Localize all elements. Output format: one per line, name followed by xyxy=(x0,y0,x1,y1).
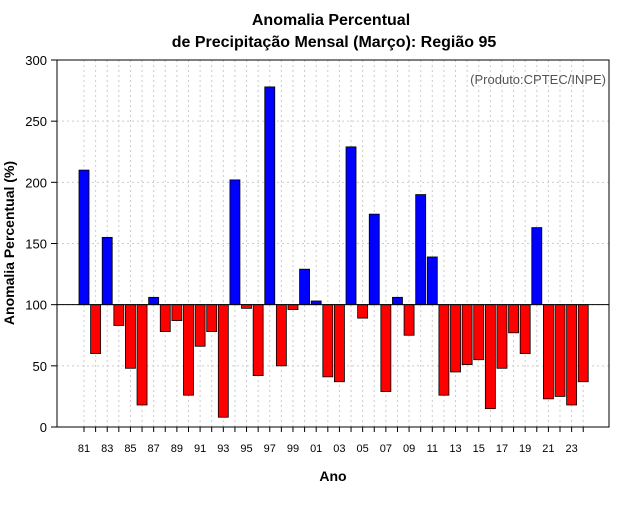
bar-10 xyxy=(415,194,427,306)
x-tick-label: 97 xyxy=(264,443,276,455)
bar-89 xyxy=(171,304,183,321)
bar-84 xyxy=(113,304,125,326)
bar-91 xyxy=(194,304,206,347)
bar-97 xyxy=(264,86,276,306)
bar-88 xyxy=(159,304,171,332)
x-tick-label: 05 xyxy=(357,443,369,455)
bar-95 xyxy=(241,304,252,309)
y-tick-label: 200 xyxy=(25,175,47,190)
bar-08 xyxy=(392,296,403,306)
x-tick-label: 91 xyxy=(194,443,206,455)
x-axis-label: Ano xyxy=(319,468,346,484)
bar-90 xyxy=(183,304,194,396)
bar-12 xyxy=(438,304,450,396)
bar-86 xyxy=(136,304,148,406)
bar-14 xyxy=(461,304,473,366)
bar-19 xyxy=(519,304,531,354)
source-annotation: (Produto:CPTEC/INPE) xyxy=(470,72,606,87)
bar-02 xyxy=(322,304,334,378)
bars xyxy=(78,86,589,418)
bar-98 xyxy=(275,304,287,367)
x-tick-label: 01 xyxy=(310,443,322,455)
bar-04 xyxy=(345,146,357,306)
x-tick-label: 15 xyxy=(473,443,485,455)
bar-22 xyxy=(554,304,566,397)
x-tick-label: 99 xyxy=(287,443,299,455)
x-tick-label: 85 xyxy=(124,443,136,455)
bar-85 xyxy=(125,304,136,369)
x-axis: 81 83 85 87 89 91 93 95 97 99 01 03 05 07 09 11 13 15 17 19… xyxy=(78,427,584,455)
bar-24 xyxy=(577,304,589,383)
chart-title-line2: de Precipitação Mensal (Março): Região 9… xyxy=(172,34,497,51)
bar-18 xyxy=(508,304,519,334)
bar-94 xyxy=(229,179,241,306)
chart-title-line1: Anomalia Percentual xyxy=(252,12,410,29)
x-tick-label: 03 xyxy=(333,443,345,455)
x-tick-label: 09 xyxy=(403,443,415,455)
x-tick-label: 89 xyxy=(171,443,183,455)
bar-01 xyxy=(310,300,322,306)
bar-03 xyxy=(334,304,345,383)
y-tick-label: 300 xyxy=(25,53,47,68)
bar-13 xyxy=(450,304,461,373)
bar-21 xyxy=(543,304,554,400)
x-tick-label: 17 xyxy=(496,443,508,455)
x-tick-label: 23 xyxy=(565,443,577,455)
x-tick-label: 21 xyxy=(542,443,554,455)
bar-87 xyxy=(148,296,160,306)
x-tick-label: 87 xyxy=(148,443,160,455)
bar-81 xyxy=(78,169,90,306)
bar-83 xyxy=(101,236,113,306)
x-tick-label: 95 xyxy=(240,443,252,455)
y-axis: 0 50 100 150 200 250 300 xyxy=(25,53,57,435)
x-tick-label: 81 xyxy=(78,443,90,455)
x-tick-label: 07 xyxy=(380,443,392,455)
y-tick-label: 150 xyxy=(25,237,47,252)
bar-23 xyxy=(566,304,578,406)
bar-99 xyxy=(287,304,299,310)
bar-92 xyxy=(206,304,218,332)
bar-93 xyxy=(217,304,229,418)
x-tick-label: 19 xyxy=(519,443,531,455)
bar-11 xyxy=(426,256,438,306)
bar-05 xyxy=(357,304,369,319)
bar-06 xyxy=(368,213,380,306)
y-tick-label: 250 xyxy=(25,114,47,129)
bar-07 xyxy=(380,304,392,392)
bar-82 xyxy=(90,304,102,354)
y-tick-label: 100 xyxy=(25,298,47,313)
bar-09 xyxy=(403,304,415,336)
x-tick-label: 11 xyxy=(427,443,438,455)
y-tick-label: 50 xyxy=(33,359,47,374)
bar-17 xyxy=(496,304,508,369)
bar-15 xyxy=(473,304,485,361)
y-tick-label: 0 xyxy=(40,420,47,435)
bar-96 xyxy=(252,304,264,377)
bar-16 xyxy=(484,304,496,410)
x-tick-label: 83 xyxy=(101,443,113,455)
x-tick-label: 93 xyxy=(217,443,229,455)
y-axis-label: Anomalia Percentual (%) xyxy=(1,161,17,325)
bar-20 xyxy=(531,227,543,306)
bar-00 xyxy=(299,268,310,306)
x-tick-label: 13 xyxy=(449,443,461,455)
